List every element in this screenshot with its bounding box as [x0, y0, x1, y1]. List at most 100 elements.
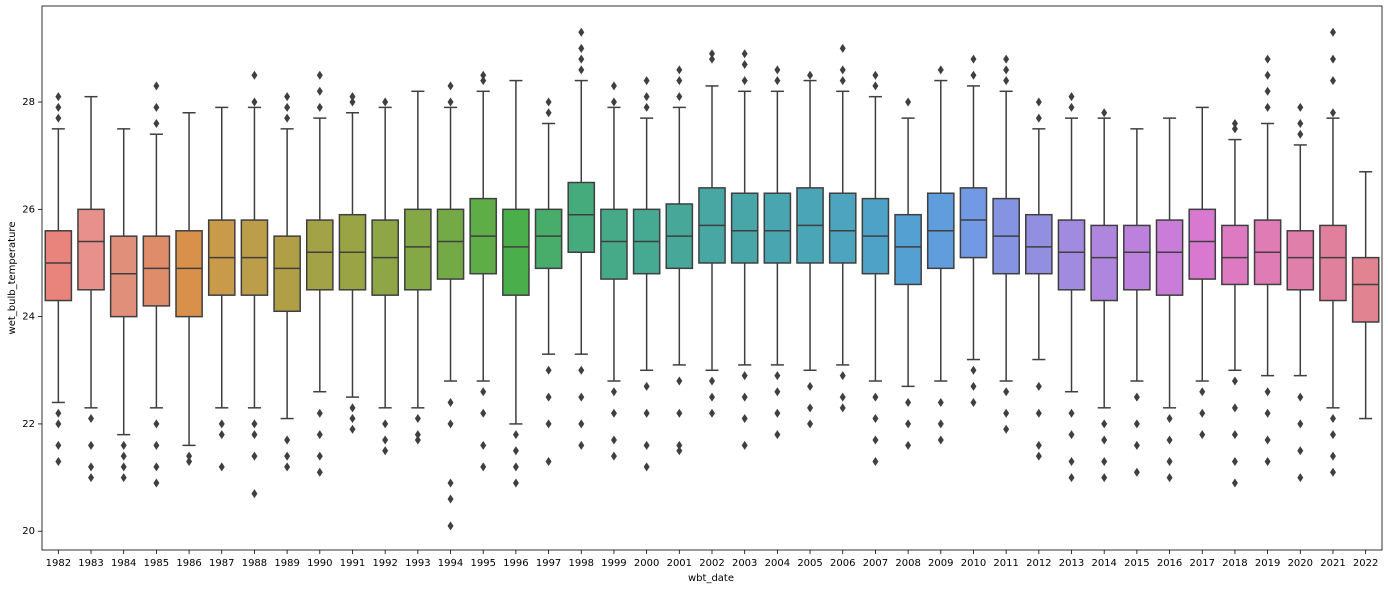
outlier [120, 473, 127, 483]
outlier [349, 403, 356, 413]
outlier [512, 478, 519, 488]
outlier [774, 76, 781, 86]
outlier [349, 414, 356, 424]
y-tick-label: 20 [22, 526, 35, 537]
outlier [741, 392, 748, 402]
outlier [643, 76, 650, 86]
outlier [284, 102, 291, 112]
outlier [1133, 392, 1140, 402]
outlier [88, 462, 95, 472]
box [1155, 219, 1184, 296]
x-tick-label: 2019 [1255, 558, 1280, 569]
outlier [480, 70, 487, 80]
outlier [55, 92, 62, 102]
x-tick-label: 1987 [209, 558, 234, 569]
x-tick-label: 2005 [797, 558, 822, 569]
outlier [610, 81, 617, 91]
x-tick-label: 1998 [569, 558, 594, 569]
outlier [447, 494, 454, 504]
outlier [1264, 86, 1271, 96]
outlier [218, 419, 225, 429]
outlier [610, 451, 617, 461]
box [305, 219, 334, 291]
box [1188, 208, 1217, 280]
x-tick-label: 2004 [765, 558, 790, 569]
outlier [55, 440, 62, 450]
outlier [578, 54, 585, 64]
outlier [839, 371, 846, 381]
outlier [610, 387, 617, 397]
outlier [55, 419, 62, 429]
outlier [937, 419, 944, 429]
outlier [610, 97, 617, 107]
x-tick-label: 1985 [144, 558, 169, 569]
box [1123, 224, 1151, 291]
outlier [1003, 424, 1010, 434]
x-tick-label: 1994 [438, 558, 463, 569]
x-tick-label: 1988 [242, 558, 267, 569]
outlier [251, 489, 258, 499]
outlier [578, 419, 585, 429]
outlier [316, 430, 323, 440]
y-tick-label: 26 [22, 204, 35, 215]
outlier [1264, 54, 1271, 64]
box [1221, 224, 1249, 286]
outlier [447, 419, 454, 429]
outlier [545, 392, 552, 402]
box [534, 208, 563, 270]
outlier [414, 435, 421, 445]
x-tick-label: 2003 [732, 558, 757, 569]
outlier [741, 49, 748, 59]
outlier [905, 440, 912, 450]
outlier [284, 113, 291, 123]
x-tick-label: 1997 [536, 558, 561, 569]
outlier [1231, 430, 1238, 440]
outlier [1264, 435, 1271, 445]
outlier [480, 440, 487, 450]
outlier [1068, 92, 1075, 102]
outlier [545, 365, 552, 375]
outlier [643, 102, 650, 112]
y-tick-label: 22 [22, 419, 35, 430]
outlier [578, 392, 585, 402]
outlier [709, 392, 715, 402]
box [894, 213, 922, 286]
outlier [251, 451, 258, 461]
outlier [970, 397, 977, 407]
outlier [1199, 408, 1206, 418]
outlier [1231, 478, 1238, 488]
outlier [643, 440, 650, 450]
outlier [414, 430, 421, 440]
x-tick-label: 2006 [830, 558, 855, 569]
outlier [382, 97, 389, 107]
outlier [1264, 70, 1271, 80]
x-tick-label: 1990 [307, 558, 332, 569]
outlier [741, 59, 748, 69]
outlier [1035, 97, 1042, 107]
outlier [872, 414, 879, 424]
box [175, 230, 203, 318]
outlier [1133, 467, 1140, 477]
outlier [970, 54, 977, 64]
outlier [1003, 65, 1010, 75]
box [730, 192, 759, 264]
outlier [1166, 456, 1173, 466]
box [1351, 256, 1380, 323]
outlier [316, 70, 323, 80]
outlier [741, 371, 748, 381]
outlier [1297, 102, 1304, 112]
outlier [709, 376, 715, 386]
outlier [316, 86, 323, 96]
outlier [578, 27, 585, 37]
outlier [578, 365, 585, 375]
x-tick-label: 2021 [1320, 558, 1345, 569]
outlier [1199, 430, 1206, 440]
outlier [120, 462, 127, 472]
outlier [1068, 456, 1075, 466]
outlier [937, 397, 944, 407]
x-tick-label: 2001 [667, 558, 692, 569]
outlier [1329, 414, 1336, 424]
outlier [1329, 76, 1336, 86]
box [567, 181, 596, 253]
x-tick-label: 1984 [111, 558, 136, 569]
